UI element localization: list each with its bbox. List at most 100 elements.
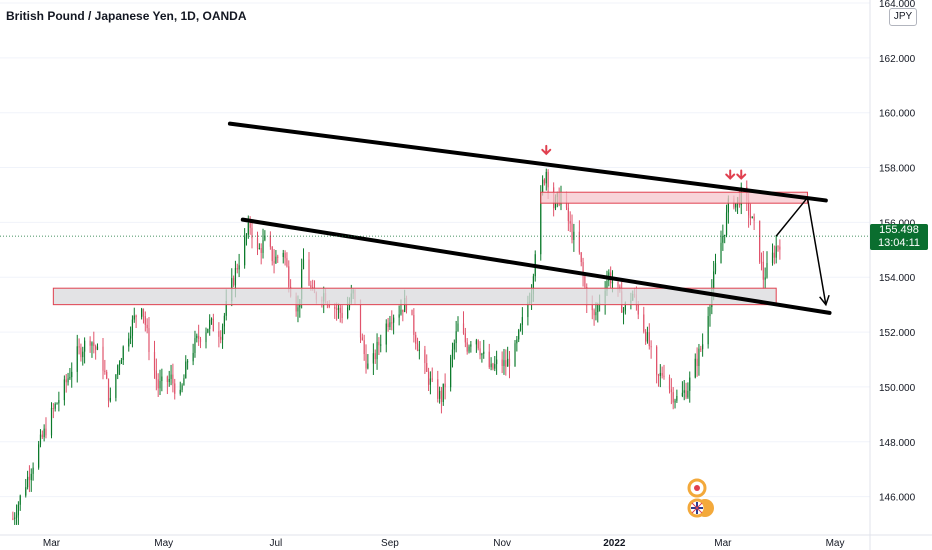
candle-body (161, 376, 163, 382)
candle-body (606, 280, 608, 291)
candle-body (483, 351, 485, 354)
candle-body (457, 323, 459, 332)
candle-body (95, 346, 97, 350)
candle-body (385, 323, 387, 345)
candle-body (89, 340, 91, 346)
candle-body (339, 307, 341, 313)
candle-body (133, 315, 135, 320)
candle-body (247, 223, 249, 235)
candle-body (120, 359, 122, 364)
candle-body (674, 400, 676, 403)
candle-body (25, 487, 27, 496)
chart-title: British Pound / Japanese Yen, 1D, OANDA (6, 9, 247, 23)
currency-unit-badge[interactable]: JPY (889, 8, 917, 26)
candle-body (170, 374, 172, 379)
candle-body (131, 319, 134, 336)
candle-body (174, 383, 176, 394)
candle-body (367, 363, 369, 369)
candle-body (347, 307, 349, 318)
candle-body (749, 215, 752, 219)
candle-body (687, 390, 689, 398)
candle-body (714, 263, 717, 272)
candle-body (187, 361, 189, 363)
candle-body (501, 359, 503, 366)
candle-body (115, 374, 117, 398)
candle-body (542, 179, 544, 193)
candle-body (777, 246, 779, 248)
projection-layer (775, 195, 830, 307)
candle-body (258, 247, 260, 249)
candle-body (172, 374, 174, 384)
candle-body (646, 332, 649, 342)
candle-body (702, 344, 704, 350)
candle-body (748, 200, 750, 216)
last-price-tag: 155.498 13:04:11 (870, 224, 928, 250)
candle-body (106, 371, 108, 379)
candle-body (753, 216, 755, 221)
candle-body (142, 308, 145, 317)
candle-body (374, 353, 376, 360)
candle-body (223, 315, 225, 327)
candle-body (363, 340, 365, 355)
candle-body (251, 227, 253, 239)
candle-body (661, 372, 663, 376)
projection-arrowhead (819, 294, 830, 307)
candle-body (387, 323, 389, 328)
candle-body (63, 379, 65, 401)
candle-body (286, 258, 288, 267)
candle-body (391, 322, 393, 324)
candle-body (505, 360, 507, 367)
candle-body (444, 383, 446, 388)
candle-body (78, 346, 80, 348)
candle-body (496, 359, 498, 365)
symbol-logo[interactable] (687, 478, 714, 518)
candle-body (380, 344, 382, 346)
x-tick-label: May (154, 538, 173, 549)
candle-body (656, 346, 658, 375)
candle-body (437, 379, 439, 399)
candle-body (398, 314, 400, 318)
candle-body (516, 339, 518, 344)
candle-body (52, 408, 54, 410)
candle-body (256, 238, 259, 249)
candle-body (492, 363, 494, 369)
candle-body (183, 378, 185, 386)
projection-path (775, 195, 827, 305)
x-tick-label: May (826, 538, 845, 549)
candle-body (696, 358, 698, 367)
candle-body (234, 268, 237, 286)
candle-body (475, 340, 477, 345)
candle-body (168, 378, 170, 383)
candle-body (507, 358, 509, 367)
candle-body (668, 377, 671, 390)
candle-body (297, 307, 299, 312)
candle-body (328, 304, 330, 307)
candle-body (361, 337, 363, 341)
candle-body (341, 312, 343, 318)
candle-body (157, 379, 159, 389)
candle-body (302, 259, 305, 270)
candle-body (181, 385, 183, 390)
candle-body (269, 235, 271, 247)
candle-body (335, 308, 338, 310)
candle-body (508, 358, 511, 367)
candle-body (14, 517, 16, 519)
x-tick-label: 2022 (603, 538, 626, 549)
candle-body (650, 346, 652, 348)
candle-body (107, 378, 110, 401)
candle-body (503, 360, 505, 366)
candle-body (490, 363, 492, 368)
candle-body (775, 246, 777, 258)
candle-body (12, 518, 14, 520)
y-axis: 164.000 162.000 160.000 158.000 156.000 154.0… (869, 0, 916, 550)
candle-body (155, 370, 157, 380)
candle-body (288, 266, 290, 287)
candle-body (709, 307, 711, 317)
candle-body (450, 357, 452, 388)
candle-body (663, 375, 665, 378)
candle-body (26, 476, 29, 488)
candle-body (310, 285, 312, 288)
candle-body (400, 309, 402, 315)
candle-body (762, 261, 764, 280)
